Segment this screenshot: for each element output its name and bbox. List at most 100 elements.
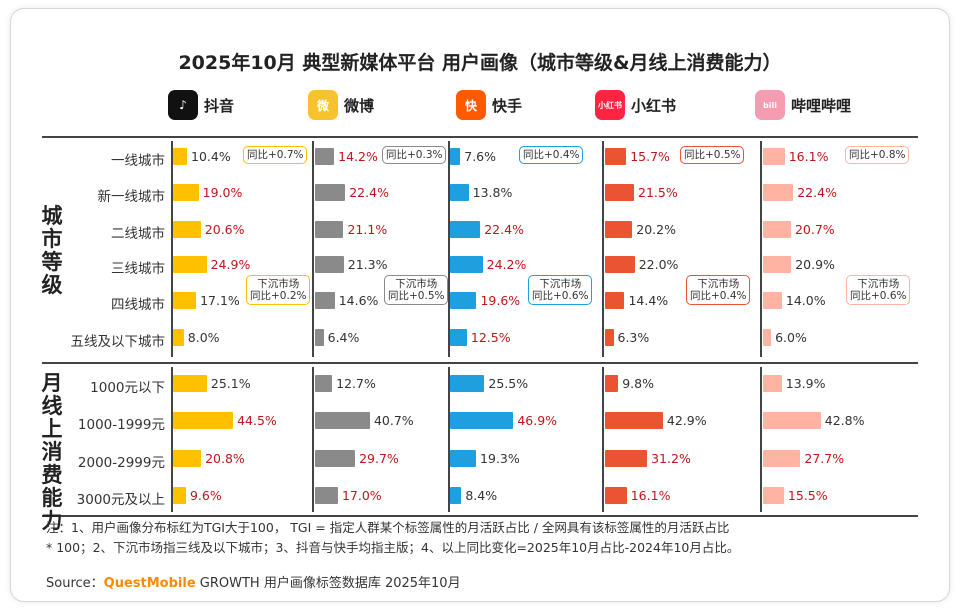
consumption-value-label: 20.8% bbox=[205, 451, 245, 466]
city-value-label: 17.1% bbox=[200, 293, 240, 308]
city-value-label: 19.0% bbox=[202, 185, 243, 200]
consumption-value-label: 42.9% bbox=[666, 413, 707, 428]
yoy-badge: 同比+0.7% bbox=[243, 146, 308, 164]
city-value-label: 20.2% bbox=[636, 222, 676, 237]
note-line-2: * 100；2、下沉市场指三线及以下城市；3、抖音与快手均指主版；4、以上同比变… bbox=[46, 540, 740, 555]
bilibili-logo-icon: bili bbox=[755, 90, 785, 120]
city-bar bbox=[173, 221, 201, 238]
chart-title: 2025年10月 典型新媒体平台 用户画像（城市等级&月线上消费能力） bbox=[178, 52, 782, 74]
sinking-market-title: 下沉市场 bbox=[857, 278, 900, 290]
consumption-bar bbox=[315, 487, 338, 504]
section-label-consumption: 月线上消费能力 bbox=[41, 371, 63, 533]
consumption-bar bbox=[605, 375, 619, 392]
consumption-bar bbox=[315, 375, 333, 392]
city-value-label: 14.6% bbox=[338, 293, 379, 308]
platform-name: 抖音 bbox=[204, 96, 235, 115]
city-value-label: 14.0% bbox=[785, 293, 826, 308]
consumption-bar bbox=[173, 412, 234, 429]
city-value-label: 21.3% bbox=[347, 257, 388, 272]
platform-name: 哔哩哔哩 bbox=[791, 96, 852, 115]
city-value-label: 13.8% bbox=[472, 185, 513, 200]
city-value-label: 6.3% bbox=[617, 330, 650, 345]
consumption-bar bbox=[605, 487, 627, 504]
city-bar bbox=[605, 292, 625, 309]
middle-divider bbox=[42, 362, 918, 364]
city-bar bbox=[450, 184, 469, 201]
city-bar bbox=[605, 148, 627, 165]
city-bar bbox=[173, 184, 199, 201]
yoy-badge: 同比+0.3% bbox=[382, 146, 447, 164]
city-value-label: 6.0% bbox=[775, 330, 807, 345]
sinking-market-badge: 下沉市场 同比+0.6% bbox=[846, 275, 911, 305]
city-value-label: 20.6% bbox=[204, 222, 245, 237]
consumption-value-label: 31.2% bbox=[651, 451, 691, 466]
city-bar bbox=[605, 221, 633, 238]
yoy-badge: 同比+0.5% bbox=[680, 146, 745, 164]
weibo-logo-icon: 微 bbox=[308, 90, 338, 120]
city-bar bbox=[763, 256, 792, 273]
city-bar bbox=[605, 184, 635, 201]
platform-douyin: ♪ 抖音 bbox=[168, 88, 234, 122]
column-separator bbox=[760, 367, 762, 512]
city-row-label: 二线城市 bbox=[111, 226, 165, 242]
platform-bilibili: bili 哔哩哔哩 bbox=[755, 88, 851, 122]
xiaohongshu-logo-icon: 小红书 bbox=[595, 90, 625, 120]
consumption-bar bbox=[763, 375, 782, 392]
consumption-bar bbox=[173, 375, 207, 392]
platform-kuaishou: 快快手 bbox=[456, 88, 522, 122]
city-bar bbox=[450, 221, 481, 238]
consumption-row-label: 2000-2999元 bbox=[77, 455, 165, 471]
city-value-label: 22.0% bbox=[638, 257, 679, 272]
city-row-label: 四线城市 bbox=[111, 297, 165, 313]
city-value-label: 19.6% bbox=[480, 293, 521, 308]
city-bar bbox=[315, 148, 335, 165]
section-label-city: 城市等级 bbox=[41, 204, 63, 297]
sinking-market-title: 下沉市场 bbox=[395, 278, 438, 290]
sinking-market-title: 下沉市场 bbox=[697, 278, 740, 290]
consumption-value-label: 17.0% bbox=[341, 488, 382, 503]
sinking-market-yoy: 同比+0.5% bbox=[388, 290, 445, 302]
sinking-market-badge: 下沉市场 同比+0.5% bbox=[384, 275, 449, 305]
city-value-label: 12.5% bbox=[470, 330, 511, 345]
city-value-label: 22.4% bbox=[797, 185, 837, 200]
top-divider bbox=[42, 136, 918, 138]
consumption-value-label: 8.4% bbox=[465, 488, 498, 503]
kuaishou-logo-icon: 快 bbox=[456, 90, 486, 120]
consumption-bar bbox=[605, 450, 648, 467]
consumption-value-label: 19.3% bbox=[480, 451, 520, 466]
column-separator bbox=[448, 367, 450, 512]
consumption-value-label: 42.8% bbox=[824, 413, 865, 428]
city-row-label: 一线城市 bbox=[111, 153, 165, 169]
city-bar bbox=[315, 221, 344, 238]
city-value-label: 8.0% bbox=[187, 330, 220, 345]
city-value-label: 14.2% bbox=[338, 149, 378, 164]
city-bar bbox=[173, 256, 207, 273]
douyin-logo-icon: ♪ bbox=[168, 90, 198, 120]
column-separator bbox=[448, 141, 450, 357]
consumption-value-label: 16.1% bbox=[630, 488, 671, 503]
column-separator bbox=[602, 367, 604, 512]
bottom-divider bbox=[42, 515, 918, 517]
consumption-value-label: 15.5% bbox=[787, 488, 828, 503]
consumption-value-label: 12.7% bbox=[336, 376, 376, 391]
axis-line bbox=[171, 367, 173, 512]
consumption-value-label: 40.7% bbox=[373, 413, 414, 428]
questmobile-brand: QuestMobile bbox=[103, 576, 196, 591]
city-value-label: 21.1% bbox=[347, 222, 388, 237]
city-bar bbox=[763, 329, 772, 346]
consumption-value-label: 25.1% bbox=[210, 376, 251, 391]
city-bar bbox=[605, 329, 614, 346]
axis-line bbox=[171, 141, 173, 357]
consumption-bar bbox=[450, 450, 477, 467]
consumption-value-label: 13.9% bbox=[785, 376, 826, 391]
column-separator bbox=[602, 141, 604, 357]
city-value-label: 14.4% bbox=[628, 293, 669, 308]
platform-name: 快手 bbox=[492, 96, 523, 115]
consumption-bar bbox=[763, 412, 821, 429]
city-bar bbox=[173, 148, 188, 165]
consumption-value-label: 46.9% bbox=[517, 413, 558, 428]
city-row-label: 三线城市 bbox=[111, 261, 165, 277]
city-value-label: 20.7% bbox=[794, 222, 835, 237]
consumption-bar bbox=[450, 412, 514, 429]
consumption-value-label: 9.8% bbox=[622, 376, 654, 391]
